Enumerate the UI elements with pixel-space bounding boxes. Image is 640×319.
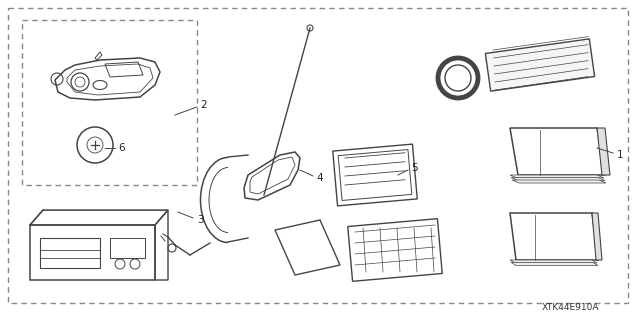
Polygon shape [510,175,604,178]
Polygon shape [592,213,602,260]
Polygon shape [597,128,610,175]
Polygon shape [510,260,597,263]
Text: 2: 2 [201,100,207,110]
Polygon shape [511,177,605,181]
Text: 1: 1 [617,150,623,160]
Text: 6: 6 [118,143,125,153]
Text: 4: 4 [317,173,323,183]
Polygon shape [485,39,595,91]
Polygon shape [511,263,598,265]
Polygon shape [512,180,606,183]
Text: 3: 3 [196,215,204,225]
Text: XTK44E910A: XTK44E910A [541,303,599,313]
Text: 5: 5 [412,163,419,173]
Bar [22,20,197,185]
